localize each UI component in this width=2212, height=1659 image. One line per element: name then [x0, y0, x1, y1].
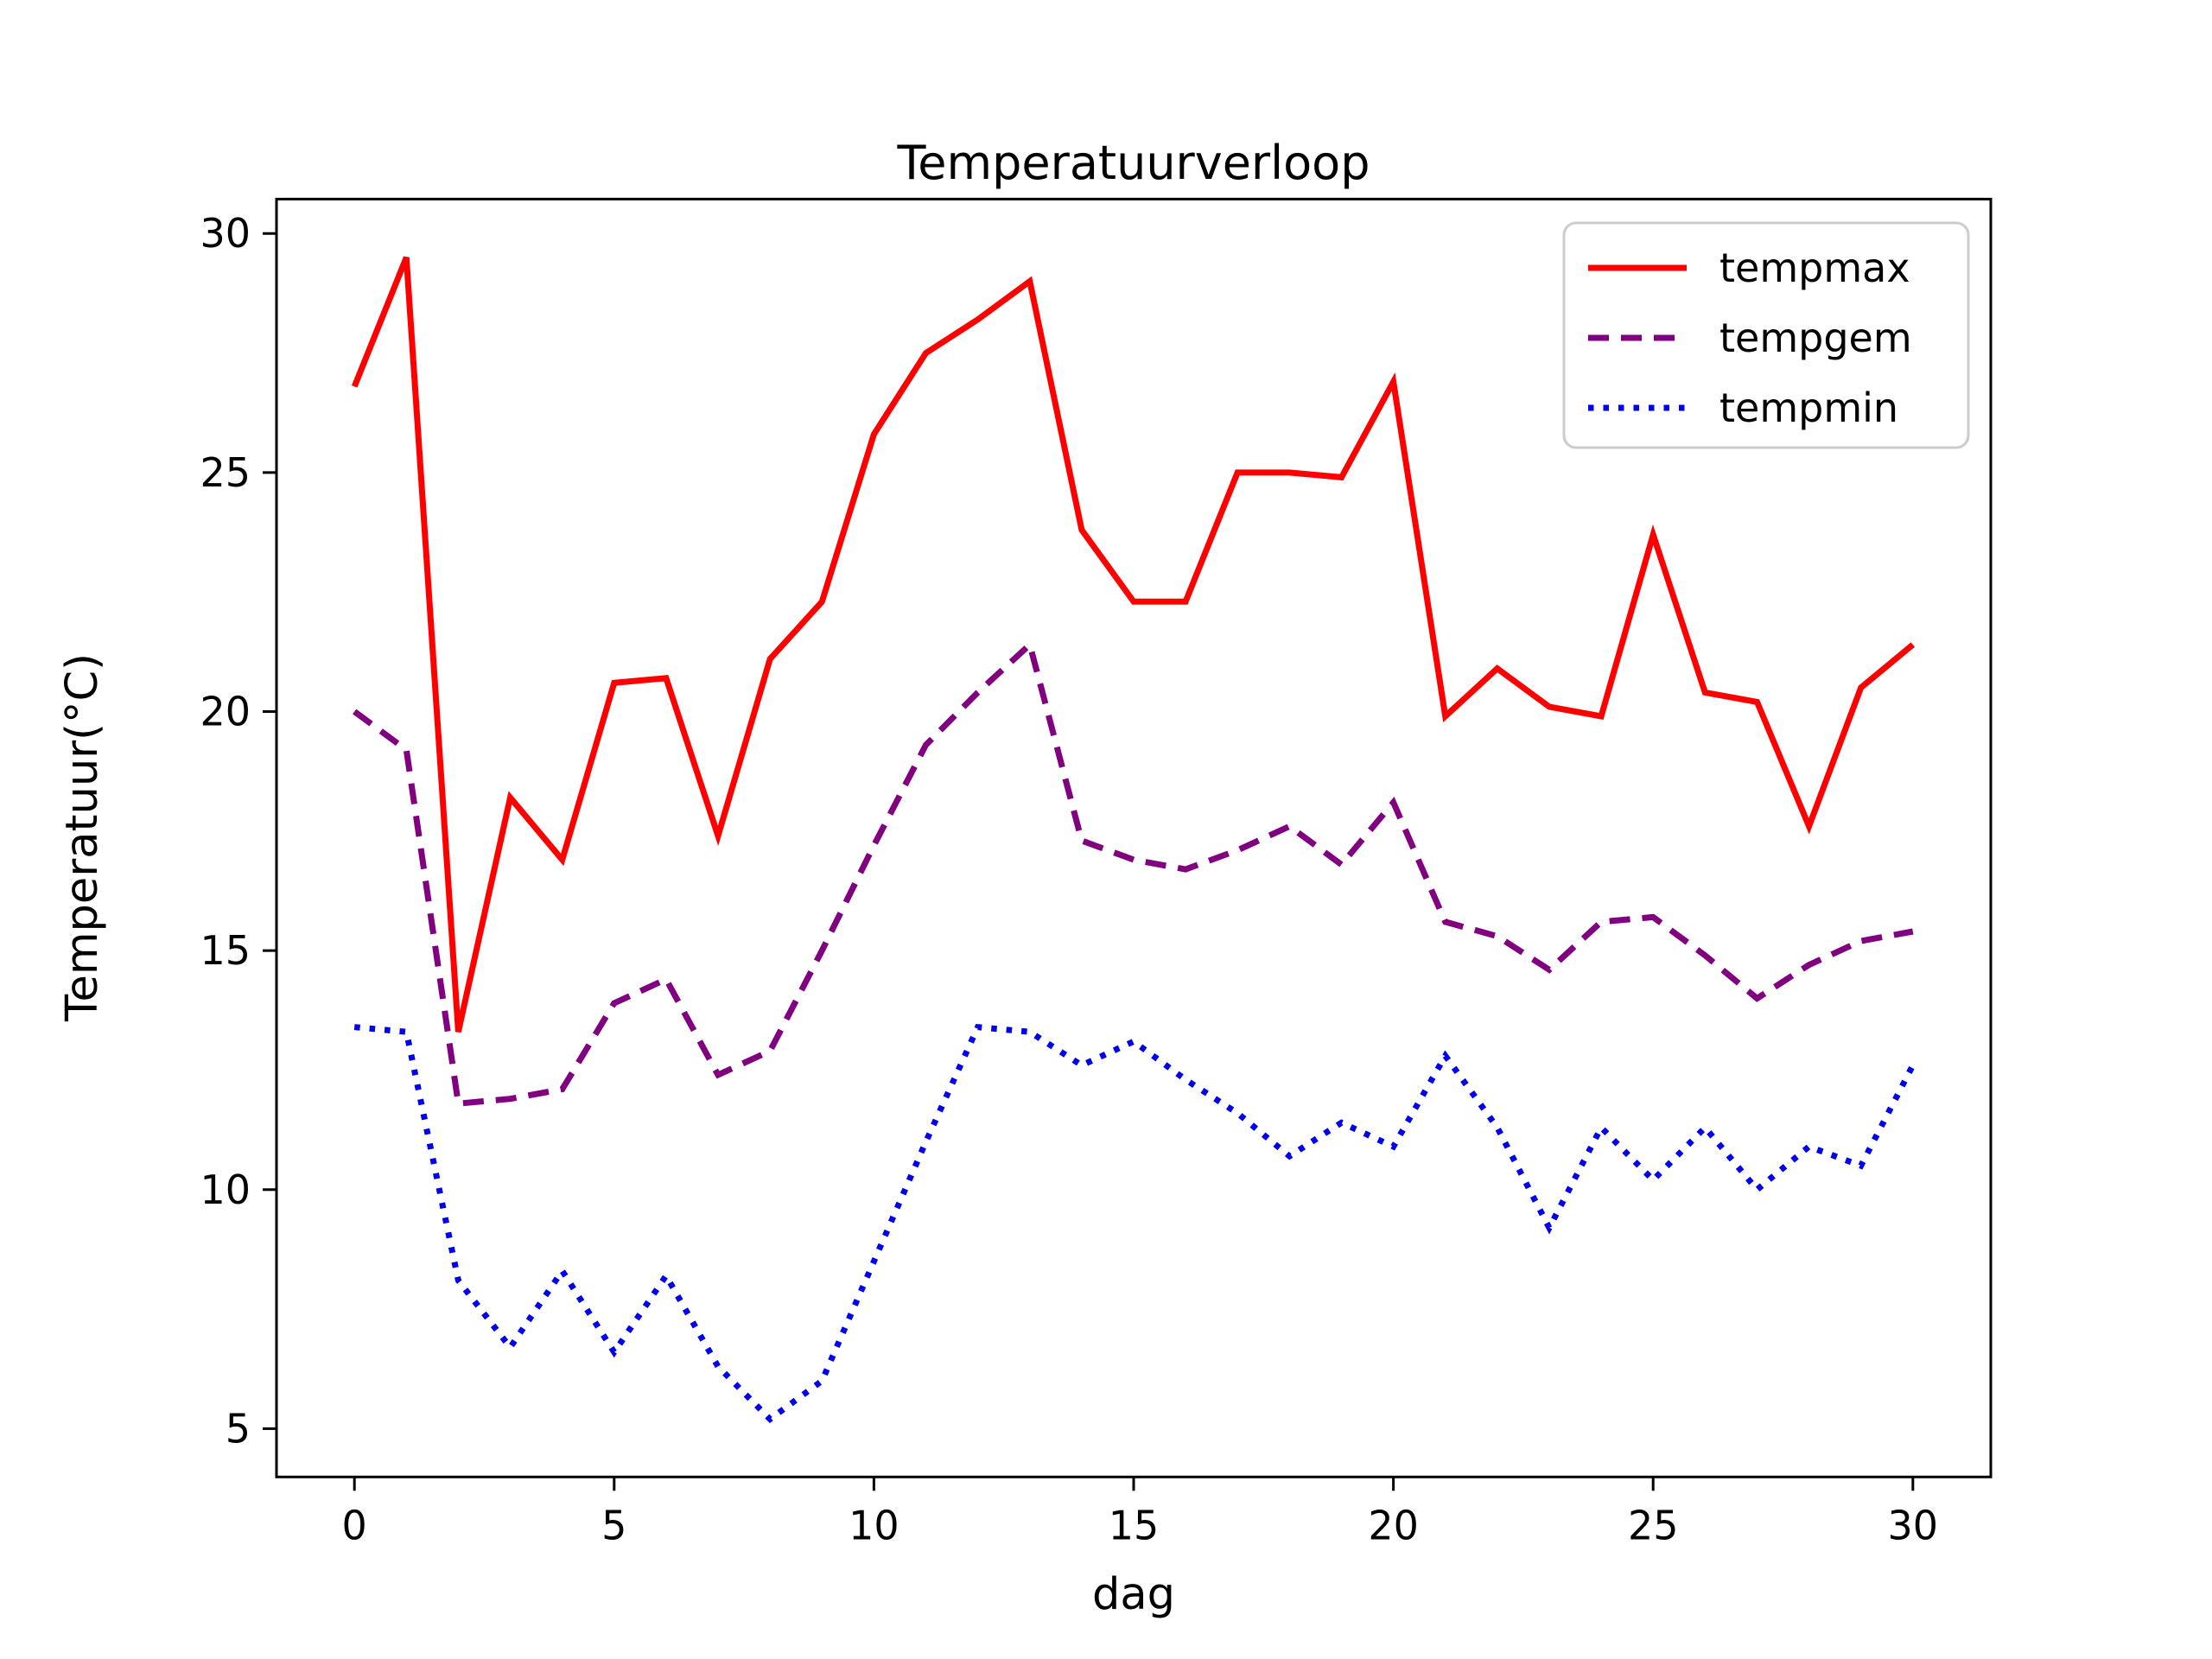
legend-label-tempmin: tempmin [1719, 385, 1898, 431]
x-tick-label: 25 [1628, 1502, 1679, 1548]
data-series [351, 256, 1916, 1424]
y-tick-label: 10 [200, 1166, 251, 1213]
y-tick-label: 20 [200, 689, 251, 735]
y-axis-label: Temperatuur(°C) [57, 653, 108, 1022]
x-tick-label: 15 [1109, 1502, 1160, 1548]
x-axis-label: dag [1092, 1569, 1175, 1620]
y-tick-label: 5 [226, 1405, 251, 1452]
series-line-tempgem [353, 639, 1914, 1107]
chart-title: Temperatuurverloop [897, 136, 1370, 190]
y-tick-label: 25 [200, 449, 251, 496]
legend-label-tempgem: tempgem [1719, 315, 1912, 361]
axis-ticks: 0 5 10 15 20 25 30 5 10 15 20 25 30 [200, 210, 1938, 1548]
y-tick-label: 30 [200, 210, 251, 257]
legend-box [1562, 221, 1970, 449]
y-tick-label: 15 [200, 927, 251, 974]
x-tick-label: 30 [1888, 1502, 1939, 1548]
legend: tempmax tempgem tempmin [1562, 221, 1970, 449]
x-tick-label: 20 [1368, 1502, 1419, 1548]
series-line-tempmin [353, 1023, 1916, 1424]
x-tick-label: 0 [342, 1502, 367, 1548]
legend-label-tempmax: tempmax [1719, 245, 1910, 291]
x-tick-label: 5 [601, 1502, 626, 1548]
series-line-tempmax [351, 256, 1916, 1033]
x-tick-label: 10 [849, 1502, 899, 1548]
